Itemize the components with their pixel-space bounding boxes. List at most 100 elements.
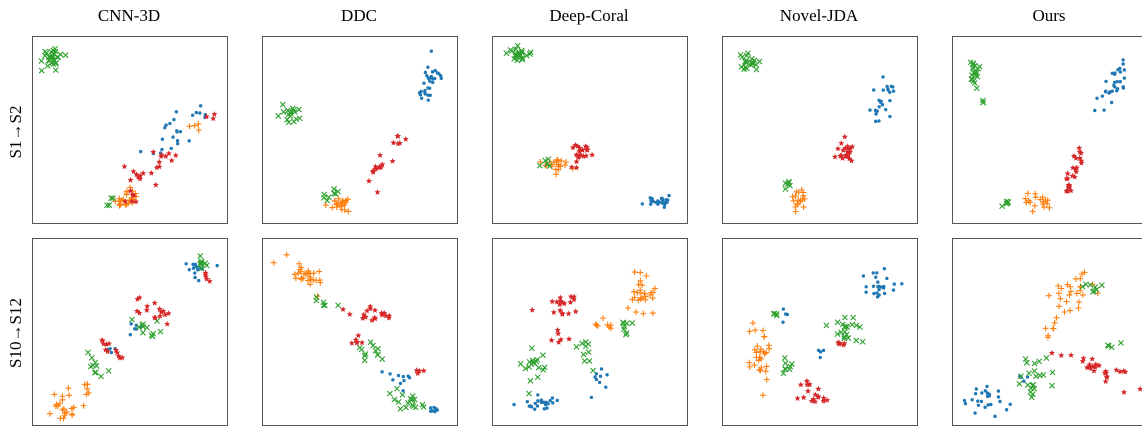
orange-plus-series	[592, 269, 658, 332]
orange-plus-point	[1046, 204, 1053, 211]
green-x-point	[845, 335, 852, 341]
blue-dot-point	[876, 280, 880, 284]
orange-plus-series	[46, 381, 92, 422]
green-x-point	[108, 195, 115, 202]
green-x-point	[540, 366, 547, 373]
blue-dot-point	[650, 196, 654, 201]
green-x-point	[782, 365, 789, 372]
blue-dot-point	[868, 108, 872, 112]
blue-dot-point	[660, 201, 665, 205]
blue-dot-point	[594, 377, 599, 382]
red-star-point	[846, 148, 853, 155]
orange-plus-point	[758, 355, 765, 362]
blue-dot-point	[891, 89, 896, 93]
blue-dot-point	[536, 399, 540, 403]
green-x-series	[1016, 281, 1124, 401]
orange-plus-point	[316, 277, 323, 284]
red-star-point	[1067, 187, 1075, 194]
blue-dot-point	[656, 202, 660, 206]
red-star-point	[1117, 368, 1124, 375]
green-x-point	[743, 52, 750, 59]
red-star-point	[549, 298, 556, 305]
blue-dot-point	[874, 275, 878, 279]
green-x-point	[527, 377, 534, 384]
green-x-point	[203, 262, 210, 269]
blue-dot-point	[109, 350, 114, 355]
green-x-point	[856, 324, 863, 330]
blue-dot-point	[598, 374, 603, 378]
orange-plus-point	[69, 411, 76, 418]
red-star-point	[152, 314, 159, 321]
blue-dot-point	[528, 404, 533, 408]
red-star-point	[158, 151, 165, 158]
green-x-point	[279, 101, 286, 108]
blue-dot-series	[380, 370, 440, 414]
orange-plus-point	[631, 269, 638, 275]
green-x-point	[590, 367, 597, 374]
blue-dot-point	[439, 76, 443, 81]
red-star-point	[840, 341, 847, 348]
red-star-point	[557, 294, 564, 301]
blue-dot-point	[884, 107, 888, 112]
green-x-point	[296, 106, 302, 113]
orange-plus-point	[1066, 292, 1073, 298]
orange-plus-point	[563, 158, 570, 165]
blue-dot-point	[589, 395, 594, 400]
green-x-point	[143, 324, 150, 331]
blue-dot-point	[1121, 62, 1125, 66]
orange-plus-point	[123, 188, 130, 195]
green-x-point	[544, 161, 550, 168]
column-title-ddc: DDC	[341, 6, 377, 25]
blue-dot-point	[604, 385, 608, 389]
orange-plus-point	[59, 393, 66, 400]
orange-plus-point	[1057, 295, 1064, 302]
red-star-point	[386, 312, 393, 319]
orange-plus-point	[1058, 285, 1065, 292]
orange-plus-point	[1075, 305, 1082, 312]
green-x-point	[786, 366, 793, 373]
orange-plus-point	[1056, 303, 1063, 310]
blue-dot-point	[184, 262, 188, 266]
red-star-point	[553, 298, 560, 305]
green-x-point	[1022, 356, 1029, 363]
orange-plus-point	[792, 193, 799, 199]
column-title-deep-coral: Deep-Coral	[549, 6, 629, 25]
red-star-series	[568, 141, 596, 171]
red-star-point	[848, 157, 855, 164]
red-star-series	[1063, 144, 1085, 194]
blue-dot-point	[1122, 76, 1127, 80]
green-x-point	[969, 61, 976, 68]
green-x-series	[770, 310, 866, 377]
red-star-point	[1073, 164, 1080, 171]
red-star-point	[808, 397, 815, 404]
green-x-point	[785, 179, 792, 186]
blue-dot-point	[437, 72, 441, 76]
scatter-plot-area	[512, 269, 658, 411]
blue-dot-point	[874, 112, 878, 116]
green-x-point	[773, 311, 780, 317]
orange-plus-point	[637, 269, 644, 276]
orange-plus-point	[600, 315, 607, 322]
red-star-point	[573, 164, 580, 171]
green-x-point	[275, 112, 282, 119]
blue-dot-point	[1110, 71, 1114, 75]
red-star-point	[144, 303, 151, 309]
orange-plus-point	[305, 277, 311, 284]
green-x-point	[197, 261, 204, 268]
orange-plus-point	[1024, 190, 1031, 197]
red-star-point	[1087, 365, 1094, 372]
orange-plus-point	[1067, 283, 1074, 290]
green-x-point	[971, 80, 978, 87]
blue-dot-point	[891, 85, 895, 89]
red-star-point	[1102, 378, 1109, 385]
orange-plus-point	[760, 327, 767, 334]
orange-plus-point	[1045, 292, 1052, 299]
green-x-point	[1091, 288, 1097, 295]
blue-dot-point	[380, 370, 384, 374]
column-title-novel-jda: Novel-JDA	[779, 6, 859, 25]
red-star-point	[561, 300, 568, 307]
blue-dot-point	[1093, 108, 1097, 113]
blue-dot-point	[985, 384, 989, 389]
orange-plus-point	[558, 157, 565, 164]
blue-dot-point	[983, 405, 987, 409]
